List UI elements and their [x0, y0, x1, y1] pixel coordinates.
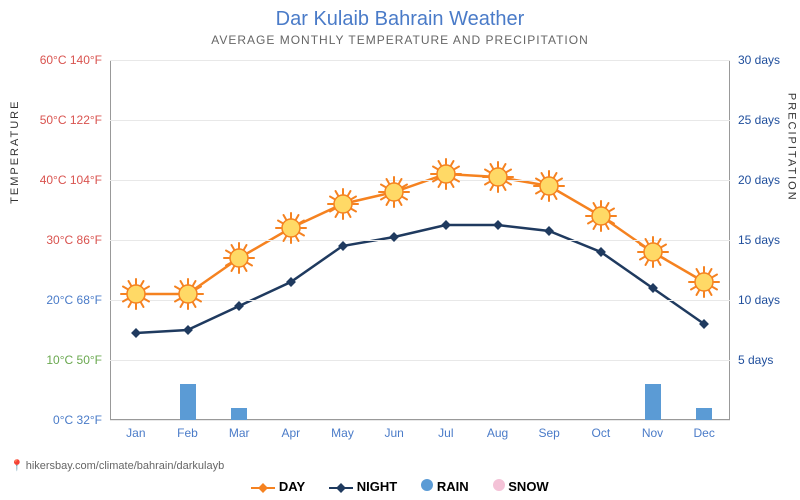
legend: DAY NIGHT RAIN SNOW	[0, 478, 800, 494]
legend-label: NIGHT	[357, 479, 397, 494]
legend-circle-swatch	[493, 479, 505, 491]
legend-circle-swatch	[421, 479, 433, 491]
sun-icon	[688, 266, 720, 298]
legend-label: DAY	[279, 479, 305, 494]
legend-line-swatch	[251, 487, 275, 489]
sun-icon	[120, 278, 152, 310]
month-tick: Jul	[438, 426, 453, 440]
chart-subtitle: AVERAGE MONTHLY TEMPERATURE AND PRECIPIT…	[0, 31, 800, 47]
legend-item-day: DAY	[251, 479, 305, 494]
temp-tick: 10°C 50°F	[46, 353, 102, 367]
precip-tick: 30 days	[738, 53, 780, 67]
month-tick: Jun	[384, 426, 403, 440]
y-axis-right: 5 days10 days15 days20 days25 days30 day…	[730, 60, 800, 420]
month-tick: Apr	[281, 426, 300, 440]
rain-bar	[645, 384, 661, 420]
month-tick: May	[331, 426, 354, 440]
precip-tick: 15 days	[738, 233, 780, 247]
precip-tick: 5 days	[738, 353, 773, 367]
plot-area: JanFebMarAprMayJunJulAugSepOctNovDec	[110, 60, 730, 420]
legend-item-snow: SNOW	[493, 479, 549, 494]
sun-icon	[585, 200, 617, 232]
precip-tick: 20 days	[738, 173, 780, 187]
precip-tick: 10 days	[738, 293, 780, 307]
temp-tick: 50°C 122°F	[40, 113, 102, 127]
sun-icon	[223, 242, 255, 274]
chart-container: Dar Kulaib Bahrain Weather AVERAGE MONTH…	[0, 0, 800, 500]
footer-url: hikersbay.com/climate/bahrain/darkulayb	[26, 460, 225, 472]
month-tick: Oct	[591, 426, 610, 440]
chart-title: Dar Kulaib Bahrain Weather	[0, 0, 800, 31]
month-tick: Mar	[229, 426, 250, 440]
legend-line-swatch	[329, 487, 353, 489]
month-tick: Jan	[126, 426, 145, 440]
rain-bar	[231, 408, 247, 420]
temp-tick: 20°C 68°F	[46, 293, 102, 307]
footer-attribution: 📍hikersbay.com/climate/bahrain/darkulayb	[10, 459, 224, 472]
rain-bar	[180, 384, 196, 420]
sun-icon	[172, 278, 204, 310]
pin-icon: 📍	[10, 460, 24, 472]
sun-icon	[378, 176, 410, 208]
gridline	[110, 360, 730, 361]
gridline	[110, 180, 730, 181]
sun-icon	[327, 188, 359, 220]
gridline	[110, 60, 730, 61]
temp-tick: 30°C 86°F	[46, 233, 102, 247]
gridline	[110, 420, 730, 421]
month-tick: Feb	[177, 426, 198, 440]
legend-item-rain: RAIN	[421, 479, 468, 494]
legend-item-night: NIGHT	[329, 479, 397, 494]
temp-tick: 40°C 104°F	[40, 173, 102, 187]
sun-icon	[430, 158, 462, 190]
temp-tick: 0°C 32°F	[53, 413, 102, 427]
month-tick: Sep	[538, 426, 559, 440]
gridline	[110, 120, 730, 121]
y-axis-left: 0°C 32°F10°C 50°F20°C 68°F30°C 86°F40°C …	[0, 60, 110, 420]
legend-label: SNOW	[508, 479, 548, 494]
month-tick: Dec	[693, 426, 714, 440]
sun-icon	[637, 236, 669, 268]
sun-icon	[533, 170, 565, 202]
rain-bar	[696, 408, 712, 420]
sun-icon	[482, 161, 514, 193]
legend-label: RAIN	[437, 479, 469, 494]
sun-icon	[275, 212, 307, 244]
month-tick: Aug	[487, 426, 508, 440]
temp-tick: 60°C 140°F	[40, 53, 102, 67]
month-tick: Nov	[642, 426, 663, 440]
precip-tick: 25 days	[738, 113, 780, 127]
